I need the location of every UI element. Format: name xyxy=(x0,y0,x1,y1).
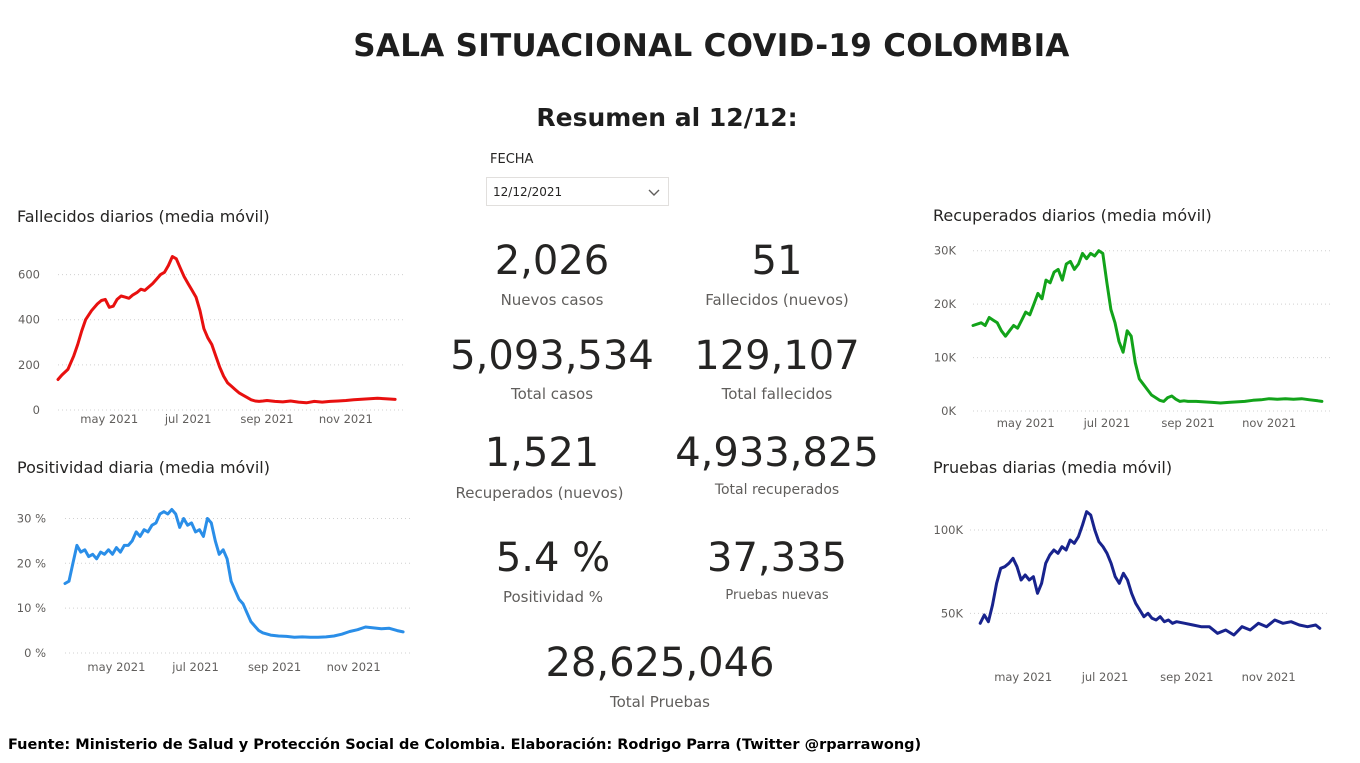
x-tick-label: nov 2021 xyxy=(1242,670,1296,684)
fallecidos-chart-title: Fallecidos diarios (media móvil) xyxy=(17,207,270,226)
y-tick-label: 20 % xyxy=(17,556,46,570)
y-tick-label: 0K xyxy=(941,404,956,418)
positividad-value: 5.4 % xyxy=(495,535,611,581)
y-tick-label: 600 xyxy=(18,268,40,282)
date-filter-label: FECHA xyxy=(490,152,534,167)
x-tick-label: may 2021 xyxy=(997,416,1055,430)
total-fallecidos-label: Total fallecidos xyxy=(721,385,833,403)
x-tick-label: may 2021 xyxy=(994,670,1052,684)
total-pruebas-value: 28,625,046 xyxy=(545,640,775,686)
x-tick-label: sep 2021 xyxy=(1161,416,1214,430)
chevron-down-icon[interactable] xyxy=(646,184,662,200)
date-filter-value: 12/12/2021 xyxy=(493,185,563,199)
x-tick-label: jul 2021 xyxy=(1083,416,1131,430)
series-line[interactable] xyxy=(56,255,397,405)
positividad-chart-title: Positividad diaria (media móvil) xyxy=(17,458,270,477)
page-title: SALA SITUACIONAL COVID-19 COLOMBIA xyxy=(353,28,1070,64)
nuevos-casos-value: 2,026 xyxy=(494,238,610,284)
y-tick-label: 0 xyxy=(33,403,40,417)
positividad-chart[interactable]: 0 % 10 % 20 % 30 % may 2021 jul 2021 sep 2021 n… xyxy=(10,495,420,680)
recuperados-nuevos-value: 1,521 xyxy=(484,430,600,476)
date-filter-dropdown[interactable]: 12/12/2021 xyxy=(486,177,669,206)
x-tick-label: nov 2021 xyxy=(1242,416,1296,430)
x-tick-label: nov 2021 xyxy=(319,412,373,426)
y-tick-label: 0 % xyxy=(24,646,46,660)
total-pruebas-label: Total Pruebas xyxy=(609,693,710,711)
pruebas-nuevas-label: Pruebas nuevas xyxy=(725,588,829,603)
total-recuperados-label: Total recuperados xyxy=(714,482,840,498)
pruebas-nuevas-value: 37,335 xyxy=(707,535,847,581)
y-tick-label: 20K xyxy=(934,297,957,311)
series-line[interactable] xyxy=(971,249,1324,405)
x-tick-label: jul 2021 xyxy=(164,412,212,426)
y-tick-label: 10 % xyxy=(17,601,46,615)
total-recuperados-value: 4,933,825 xyxy=(675,430,879,476)
recuperados-nuevos-label: Recuperados (nuevos) xyxy=(455,484,624,502)
total-fallecidos-value: 129,107 xyxy=(694,333,860,379)
y-tick-label: 10K xyxy=(934,351,957,365)
y-tick-label: 50K xyxy=(941,606,964,620)
x-tick-label: may 2021 xyxy=(80,412,138,426)
series-line[interactable] xyxy=(63,508,405,639)
fallecidos-nuevos-value: 51 xyxy=(751,238,803,284)
y-tick-label: 200 xyxy=(18,358,40,372)
x-tick-label: jul 2021 xyxy=(171,660,219,674)
x-tick-label: nov 2021 xyxy=(327,660,381,674)
y-tick-label: 100K xyxy=(934,523,964,537)
y-tick-label: 30K xyxy=(934,244,957,258)
series-line[interactable] xyxy=(978,510,1322,637)
y-tick-label: 400 xyxy=(18,313,40,327)
positividad-label: Positividad % xyxy=(502,588,604,606)
fallecidos-chart[interactable]: 0 200 400 600 may 2021 jul 2021 sep 2021 nov 20… xyxy=(10,240,410,435)
fallecidos-nuevos-label: Fallecidos (nuevos) xyxy=(705,291,849,309)
total-casos-label: Total casos xyxy=(510,385,594,403)
y-tick-label: 30 % xyxy=(17,511,46,525)
nuevos-casos-label: Nuevos casos xyxy=(500,291,604,309)
x-tick-label: sep 2021 xyxy=(1160,670,1213,684)
recuperados-chart[interactable]: 0K 10K 20K 30K may 2021 jul 2021 sep 2021 nov 2… xyxy=(925,232,1340,432)
summary-subtitle: Resumen al 12/12: xyxy=(536,103,798,132)
total-casos-value: 5,093,534 xyxy=(450,333,654,379)
x-tick-label: sep 2021 xyxy=(248,660,301,674)
pruebas-chart-title: Pruebas diarias (media móvil) xyxy=(933,458,1173,477)
source-footer: Fuente: Ministerio de Salud y Protección… xyxy=(8,737,922,753)
x-tick-label: may 2021 xyxy=(87,660,145,674)
x-tick-label: jul 2021 xyxy=(1081,670,1129,684)
x-tick-label: sep 2021 xyxy=(240,412,293,426)
pruebas-chart[interactable]: 50K 100K may 2021 jul 2021 sep 2021 nov 2021 xyxy=(925,495,1340,690)
recuperados-chart-title: Recuperados diarios (media móvil) xyxy=(933,206,1212,225)
